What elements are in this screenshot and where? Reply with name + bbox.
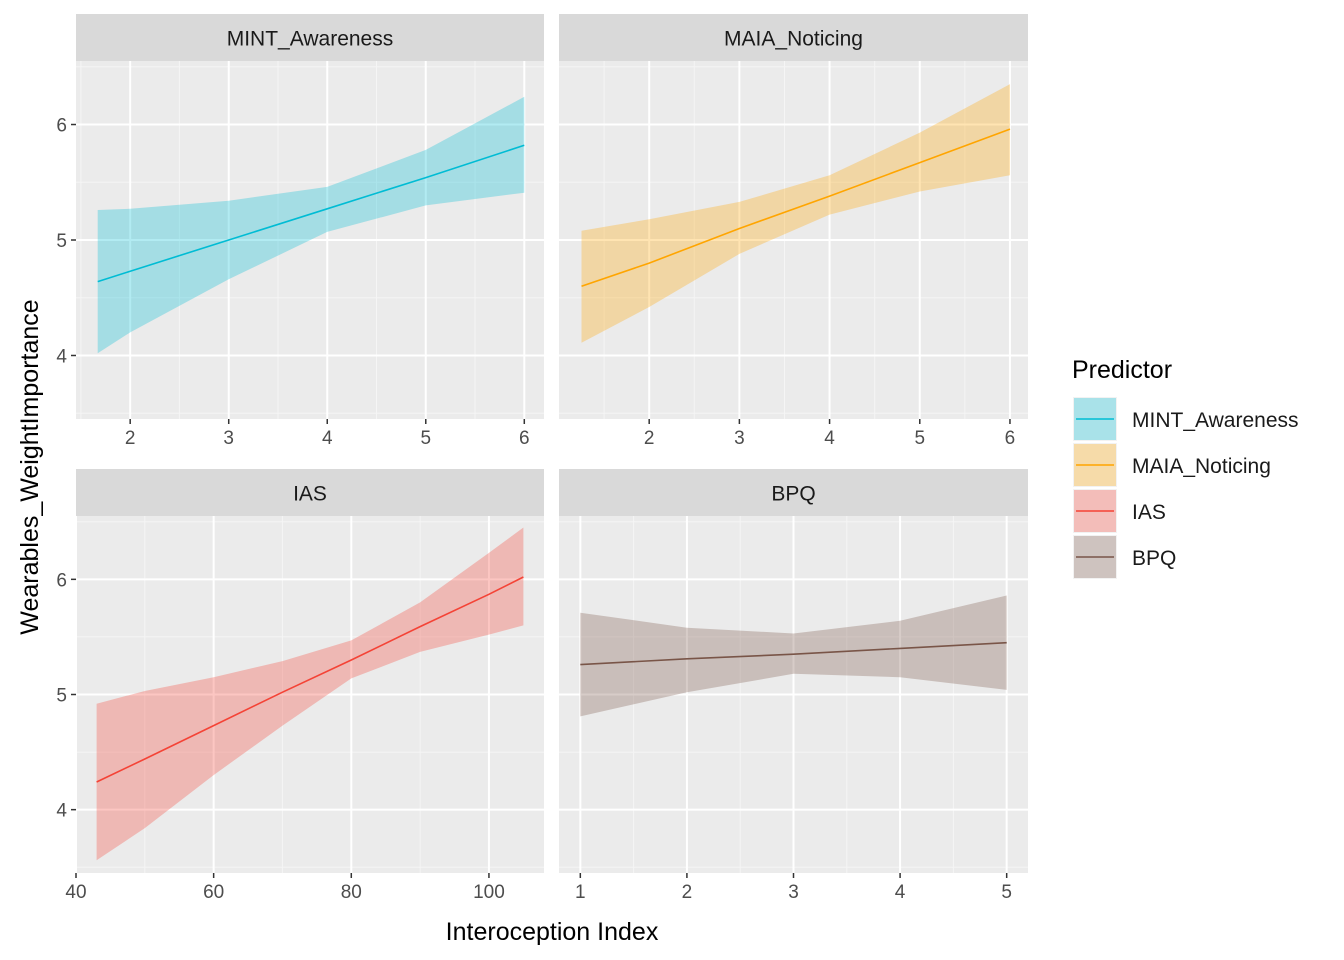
panel-strip xyxy=(76,14,544,61)
y-axis-label: Wearables_WeightImportance xyxy=(16,299,44,634)
confidence-ribbon-MINT_Awareness xyxy=(97,96,525,354)
x-tick-label: 60 xyxy=(203,882,224,903)
x-axis-label: Interoception Index xyxy=(446,918,659,946)
panel-BPQ: BPQ 1 2 3 4 5 xyxy=(559,469,1028,903)
panel-MAIA_Noticing: MAIA_Noticing 2 3 4 5 6 xyxy=(559,14,1028,449)
x-tick-label: 5 xyxy=(420,428,431,449)
panel-IAS: IAS 4 5 6 40 60 80 100 xyxy=(56,469,544,903)
legend-label: IAS xyxy=(1132,501,1166,524)
fit-line-IAS xyxy=(96,576,524,783)
y-tick-label: 4 xyxy=(56,346,67,367)
legend-title: Predictor xyxy=(1072,356,1172,384)
confidence-ribbon-MAIA_Noticing xyxy=(581,84,1010,343)
x-tick-label: 2 xyxy=(682,882,693,903)
fit-line-BPQ xyxy=(580,641,1007,666)
x-tick-label: 40 xyxy=(65,882,86,903)
panel-strip xyxy=(559,469,1028,516)
x-tick-label: 5 xyxy=(1001,882,1012,903)
x-tick-label: 4 xyxy=(322,428,333,449)
x-tick-label: 6 xyxy=(519,428,530,449)
legend-label: BPQ xyxy=(1132,547,1176,570)
legend: Predictor MINT_Awareness MAIA_Noticing IAS B… xyxy=(1072,356,1299,579)
x-tick-label: 1 xyxy=(575,882,586,903)
y-tick-label: 6 xyxy=(56,116,67,137)
legend-label: MAIA_Noticing xyxy=(1132,455,1271,478)
legend-label: MINT_Awareness xyxy=(1132,409,1299,432)
x-tick-label: 80 xyxy=(341,882,362,903)
panel-title: BPQ xyxy=(771,483,815,506)
panel-title: MINT_Awareness xyxy=(227,28,394,51)
y-tick-label: 4 xyxy=(56,801,67,822)
x-tick-label: 3 xyxy=(223,428,234,449)
x-tick-label: 5 xyxy=(914,428,925,449)
panel-strip xyxy=(76,469,544,516)
panel-MINT_Awareness: MINT_Awareness 4 5 6 2 3 4 5 6 xyxy=(56,14,544,449)
confidence-ribbon-IAS xyxy=(96,527,524,861)
panels: MINT_Awareness 4 5 6 2 3 4 5 6 MAIA_Noticing 2 3 4 5 6… xyxy=(56,14,1028,903)
x-tick-label: 3 xyxy=(788,882,799,903)
x-tick-label: 2 xyxy=(125,428,136,449)
y-tick-label: 5 xyxy=(56,686,67,707)
x-tick-label: 6 xyxy=(1005,428,1016,449)
panel-title: IAS xyxy=(293,483,327,506)
panel-strip xyxy=(559,14,1028,61)
panel-title: MAIA_Noticing xyxy=(724,28,863,51)
confidence-ribbon-BPQ xyxy=(580,595,1007,717)
x-tick-label: 4 xyxy=(824,428,835,449)
x-tick-label: 4 xyxy=(895,882,906,903)
y-tick-label: 5 xyxy=(56,231,67,252)
x-tick-label: 2 xyxy=(644,428,655,449)
fit-line-MAIA_Noticing xyxy=(581,128,1011,287)
x-tick-label: 3 xyxy=(734,428,745,449)
x-tick-label: 100 xyxy=(473,882,505,903)
fit-line-MINT_Awareness xyxy=(97,144,525,283)
y-tick-label: 6 xyxy=(56,570,67,591)
